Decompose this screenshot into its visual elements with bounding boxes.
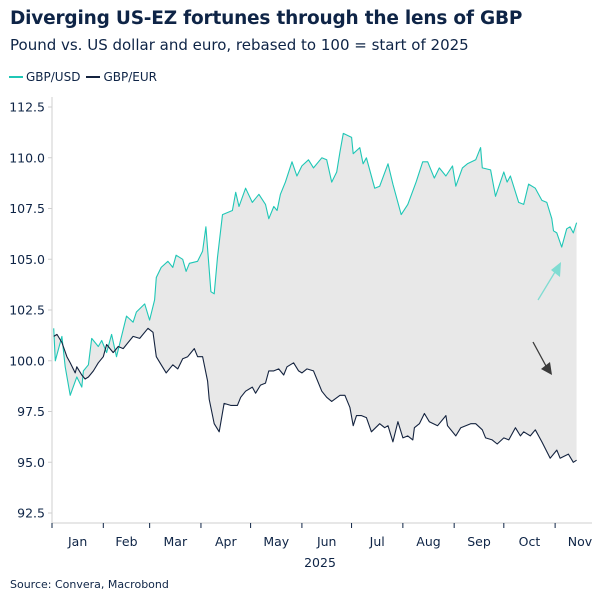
- x-tick-label: Sep: [467, 534, 491, 549]
- x-axis-label: 2025: [304, 555, 336, 570]
- x-tick-label: Aug: [416, 534, 440, 549]
- x-tick-label: Mar: [164, 534, 188, 549]
- legend-item-gbpeur: GBP/EUR: [86, 70, 157, 84]
- legend-item-gbpusd: GBP/USD: [9, 70, 80, 84]
- x-tick-label: Nov: [568, 534, 593, 549]
- x-tick-label: Feb: [115, 534, 137, 549]
- chart-title: Diverging US-EZ fortunes through the len…: [10, 8, 523, 29]
- y-tick-label: 97.5: [17, 404, 45, 419]
- y-tick-label: 105.0: [9, 252, 45, 267]
- x-tick-label: Jan: [67, 534, 87, 549]
- legend-swatch-gbpeur: [86, 76, 101, 78]
- y-tick-label: 110.0: [9, 150, 45, 165]
- arrow-up-icon: [537, 271, 556, 301]
- arrow-down-head-icon: [541, 362, 552, 375]
- chart-subtitle: Pound vs. US dollar and euro, rebased to…: [10, 36, 469, 54]
- x-tick-label: Jul: [369, 534, 385, 549]
- x-tick-label: Oct: [519, 534, 541, 549]
- series-line-gbpeur: [53, 327, 577, 463]
- source-note: Source: Convera, Macrobond: [10, 578, 169, 591]
- arrow-up-head-icon: [551, 262, 561, 277]
- spread-area: [53, 133, 577, 463]
- x-tick-label: May: [263, 534, 289, 549]
- y-tick-label: 100.0: [9, 353, 45, 368]
- y-tick-label: 107.5: [9, 201, 45, 216]
- legend-swatch-gbpusd: [9, 76, 23, 78]
- y-tick-label: 92.5: [17, 506, 45, 521]
- legend: GBP/USD GBP/EUR: [9, 70, 157, 84]
- legend-label-gbpeur: GBP/EUR: [103, 70, 157, 84]
- y-tick-label: 95.0: [17, 455, 45, 470]
- arrow-down-icon: [532, 341, 547, 367]
- legend-label-gbpusd: GBP/USD: [26, 70, 81, 84]
- series-line-gbpusd: [53, 132, 578, 396]
- y-tick-label: 112.5: [9, 100, 45, 115]
- x-tick-label: Jun: [316, 534, 337, 549]
- y-tick-label: 102.5: [9, 303, 45, 318]
- x-tick-label: Apr: [215, 534, 237, 549]
